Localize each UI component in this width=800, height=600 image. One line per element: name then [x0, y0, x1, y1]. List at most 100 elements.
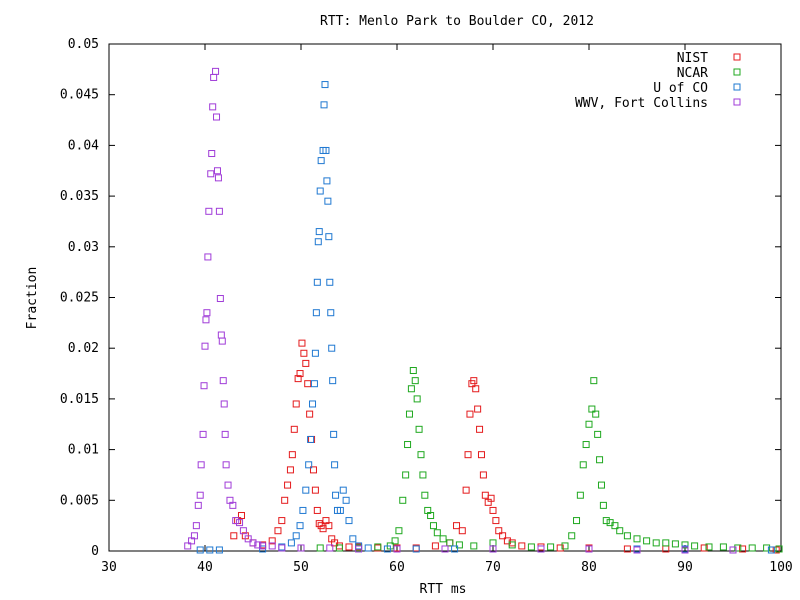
point-ncar [616, 527, 624, 535]
point-ncar [588, 405, 596, 413]
point-ncar [402, 471, 410, 479]
point-ncar [374, 543, 382, 551]
point-nist [739, 545, 747, 553]
x-tick-label: 80 [581, 560, 597, 575]
legend-marker-u-of-co [733, 83, 741, 91]
point-wwv-fort-collins [537, 545, 545, 553]
point-nist [489, 506, 497, 514]
point-u-of-co [339, 486, 347, 494]
plot-frame [108, 43, 782, 552]
point-wwv-fort-collins [212, 67, 220, 75]
point-ncar [594, 430, 602, 438]
point-ncar [734, 544, 742, 552]
point-u-of-co [324, 197, 332, 205]
chart-title: RTT: Menlo Park to Boulder CO, 2012 [320, 14, 594, 29]
point-ncar [681, 541, 689, 549]
point-ncar [399, 496, 407, 504]
point-nist [623, 545, 631, 553]
point-u-of-co [313, 278, 321, 286]
point-u-of-co [310, 380, 318, 388]
point-nist [431, 542, 439, 550]
point-ncar [395, 527, 403, 535]
point-u-of-co [336, 506, 344, 514]
point-ncar [643, 537, 651, 545]
point-ncar [489, 539, 497, 547]
point-ncar [427, 512, 435, 520]
point-u-of-co [451, 545, 459, 553]
point-u-of-co [305, 461, 313, 469]
point-wwv-fort-collins [207, 170, 215, 178]
point-u-of-co [206, 546, 214, 554]
point-ncar [599, 501, 607, 509]
point-ncar [597, 481, 605, 489]
point-u-of-co [287, 539, 295, 547]
point-nist [495, 527, 503, 535]
x-tick-label: 50 [293, 560, 309, 575]
point-wwv-fort-collins [220, 400, 228, 408]
point-ncar [582, 441, 590, 449]
point-ncar [611, 522, 619, 530]
point-ncar [391, 537, 399, 545]
point-wwv-fort-collins [326, 544, 334, 552]
x-tick-label: 70 [485, 560, 501, 575]
point-ncar [527, 543, 535, 551]
point-nist [700, 544, 708, 552]
point-wwv-fort-collins [633, 546, 641, 554]
point-ncar [568, 532, 576, 540]
point-ncar [623, 532, 631, 540]
point-ncar [633, 535, 641, 543]
point-wwv-fort-collins [208, 150, 216, 158]
y-tick-label: 0.045 [60, 88, 99, 103]
point-u-of-co [292, 532, 300, 540]
x-tick-label: 30 [101, 560, 117, 575]
point-wwv-fort-collins [219, 377, 227, 385]
point-u-of-co [296, 522, 304, 530]
point-wwv-fort-collins [249, 539, 257, 547]
point-ncar [470, 542, 478, 550]
point-ncar [446, 539, 454, 547]
point-wwv-fort-collins [201, 342, 209, 350]
point-u-of-co [332, 491, 340, 499]
point-wwv-fort-collins [217, 331, 225, 339]
point-wwv-fort-collins [229, 501, 237, 509]
point-wwv-fort-collins [729, 546, 737, 554]
point-ncar [576, 491, 584, 499]
point-wwv-fort-collins [259, 542, 267, 550]
legend-label-nist: NIST [677, 51, 708, 66]
x-tick-label: 90 [677, 560, 693, 575]
point-ncar [508, 541, 516, 549]
point-wwv-fort-collins [236, 519, 244, 527]
point-ncar [433, 529, 441, 537]
point-nist [476, 425, 484, 433]
y-tick-label: 0.025 [60, 291, 99, 306]
point-wwv-fort-collins [278, 544, 286, 552]
point-u-of-co [345, 517, 353, 525]
point-wwv-fort-collins [196, 491, 204, 499]
point-u-of-co [196, 546, 204, 554]
point-ncar [671, 540, 679, 548]
legend-label-ncar: NCAR [677, 66, 708, 81]
point-ncar [413, 395, 421, 403]
point-nist [503, 537, 511, 545]
point-u-of-co [215, 546, 223, 554]
point-nist [479, 471, 487, 479]
point-nist [345, 543, 353, 551]
point-nist [300, 349, 308, 357]
x-axis-label: RTT ms [420, 582, 467, 597]
point-u-of-co [327, 309, 335, 317]
legend-label-wwv-fort-collins: WWV, Fort Collins [575, 96, 708, 111]
point-nist [458, 527, 466, 535]
point-nist [288, 451, 296, 459]
point-u-of-co [320, 101, 328, 109]
point-u-of-co [329, 377, 337, 385]
point-nist [464, 451, 472, 459]
point-wwv-fort-collins [441, 545, 449, 553]
point-nist [466, 410, 474, 418]
point-ncar [455, 541, 463, 549]
point-nist [268, 537, 276, 545]
point-nist [311, 486, 319, 494]
point-u-of-co [311, 349, 319, 357]
point-u-of-co [331, 461, 339, 469]
point-wwv-fort-collins [184, 542, 192, 550]
